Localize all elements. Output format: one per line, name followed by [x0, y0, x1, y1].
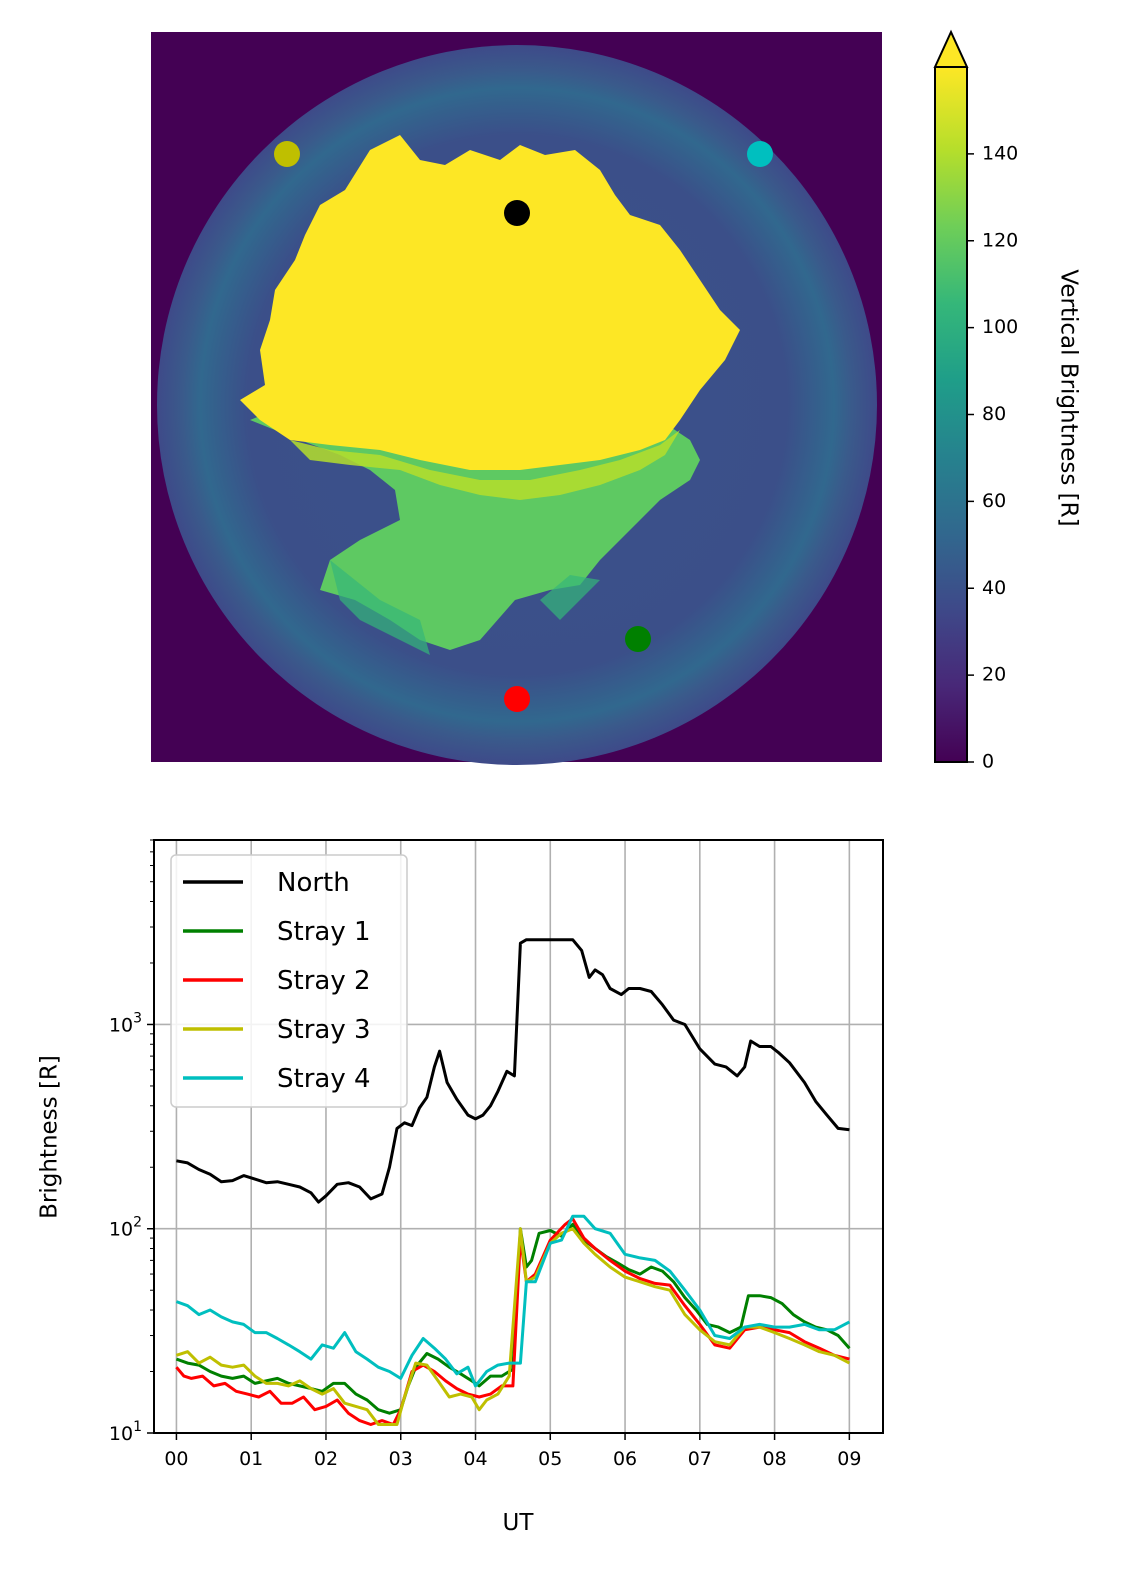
marker-north [504, 200, 530, 226]
colorbar-tick-label: 80 [982, 403, 1006, 425]
x-tick-label: 08 [762, 1448, 786, 1470]
marker-stray-1 [625, 626, 651, 652]
marker-stray-2 [504, 686, 530, 712]
x-tick-label: 00 [164, 1448, 188, 1470]
legend-entry-label: Stray 2 [277, 966, 371, 996]
colorbar-gradient [935, 67, 967, 762]
x-tick-label: 01 [239, 1448, 263, 1470]
legend: North Stray 1 Stray 2 Stray 3 Stray 4 [170, 854, 408, 1108]
series-line-stray-3 [175, 1227, 851, 1426]
x-axis: 00 01 02 03 04 05 06 07 08 09 [164, 1433, 861, 1470]
colorbar-tick-label: 100 [982, 316, 1018, 338]
legend-entry-label: Stray 1 [277, 917, 371, 947]
colorbar-tick-label: 60 [982, 490, 1006, 512]
x-tick-label: 04 [463, 1448, 487, 1470]
marker-stray-3 [274, 141, 300, 167]
legend-entry-label: Stray 4 [277, 1064, 371, 1094]
x-tick-label: 09 [837, 1448, 861, 1470]
y-tick-label: 101 [109, 1419, 142, 1445]
colorbar-tick-label: 40 [982, 577, 1006, 599]
x-tick-label: 05 [538, 1448, 562, 1470]
colorbar-tick-label: 120 [982, 229, 1018, 251]
colorbar-label: Vertical Brightness [R] [1056, 269, 1082, 526]
allsky-image [151, 32, 882, 765]
aurora-green-streaks [330, 560, 600, 655]
y-tick-label: 102 [109, 1215, 142, 1241]
y-axis: 101 102 103 [109, 839, 154, 1445]
marker-stray-4 [747, 141, 773, 167]
legend-entry-label: Stray 3 [277, 1015, 371, 1045]
series-lines [175, 938, 851, 1426]
series-line-north [176, 938, 850, 1204]
plot-frame [153, 839, 884, 1434]
colorbar-tick-label: 0 [982, 751, 994, 773]
y-tick-label: 103 [109, 1010, 142, 1036]
colorbar-tick-label: 140 [982, 142, 1018, 164]
x-tick-label: 03 [389, 1448, 413, 1470]
colorbar: 0 20 40 60 80 100 120 140 Vertical Brightness [… [933, 29, 1082, 773]
x-tick-label: 06 [613, 1448, 637, 1470]
colorbar-tick-label: 20 [982, 664, 1006, 686]
x-axis-label: UT [503, 1510, 535, 1536]
aurora-bright-region [240, 135, 740, 470]
x-tick-label: 02 [314, 1448, 338, 1470]
colorbar-extend-arrow [933, 29, 969, 68]
y-axis-label: Brightness [R] [37, 1055, 63, 1219]
legend-box [170, 854, 408, 1108]
line-chart: 00 01 02 03 04 05 06 07 08 09 101 102 103 UT Bright… [37, 839, 884, 1536]
x-tick-label: 07 [688, 1448, 712, 1470]
series-line-stray-4 [175, 1214, 851, 1388]
legend-entry-label: North [277, 868, 350, 898]
aurora-mid-band [290, 430, 680, 500]
